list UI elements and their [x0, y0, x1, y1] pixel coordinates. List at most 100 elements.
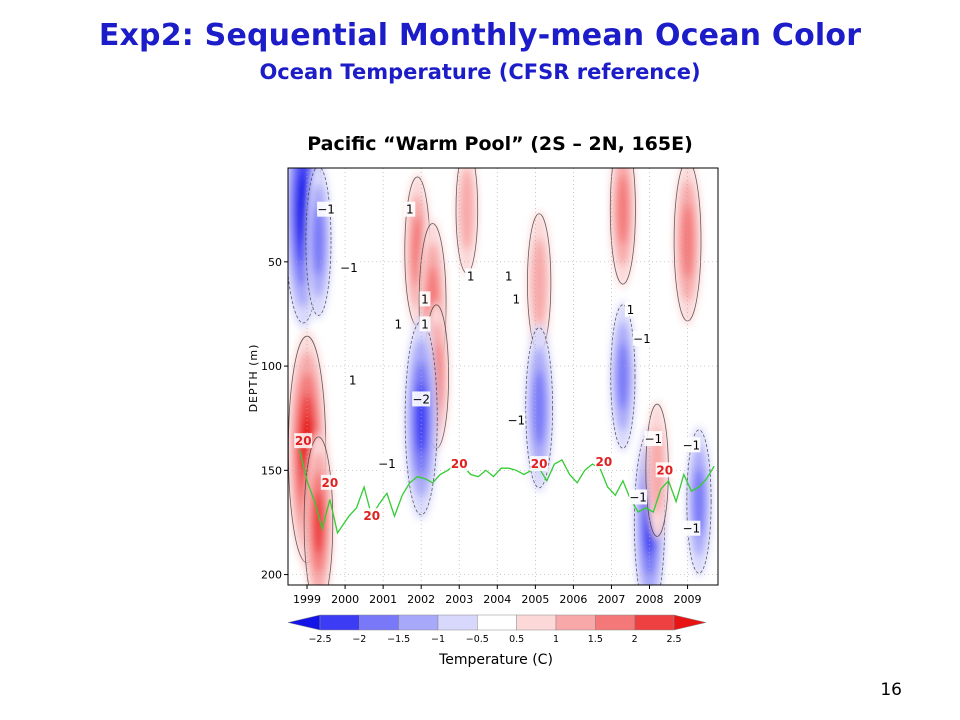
plot-border	[287, 167, 719, 586]
anomaly-band	[692, 468, 705, 536]
isotherm-label: 20	[295, 434, 312, 448]
colorbar-arrow-low	[287, 614, 321, 631]
y-tick-label: 150	[261, 464, 282, 477]
isotherm-label: 20	[656, 463, 673, 477]
contour-label: −1	[683, 438, 701, 452]
contour-label: 1	[349, 374, 357, 388]
contour-label-box	[507, 412, 526, 428]
colorbar-tick-label: 1.5	[588, 634, 603, 645]
x-tick-label: 2000	[331, 593, 359, 606]
colorbar-tick-label: 1	[553, 634, 559, 645]
anomaly-patch	[404, 316, 439, 520]
contour-label-box	[644, 431, 663, 447]
isotherm-label-box	[294, 433, 313, 449]
x-tick-label: 2007	[597, 593, 625, 606]
anomaly-patch	[305, 168, 332, 320]
contour-label: 1	[406, 203, 414, 217]
colorbar-box	[634, 614, 675, 631]
anomaly-band	[531, 238, 547, 328]
contour-label-box	[682, 437, 701, 453]
colorbar-box	[437, 614, 478, 631]
contour-label: −1	[378, 457, 396, 471]
colorbar: −2.5 −2 −1.5 −1 −0.5 0.5 1 1.5 2 2.5	[287, 614, 707, 645]
contour-label-box	[339, 260, 358, 276]
contour-label: −2	[412, 392, 430, 406]
anomaly-band	[616, 174, 629, 245]
colorbar-box	[359, 614, 399, 631]
isotherm-label-box	[594, 453, 613, 469]
colorbar-tick-label: −1	[431, 634, 445, 645]
contour-line	[686, 429, 712, 574]
contour-line	[525, 327, 553, 489]
contour-label-box	[682, 520, 701, 536]
contour-label-box	[419, 316, 431, 332]
anomaly-patch	[686, 426, 712, 578]
contour-line	[609, 168, 636, 285]
y-tick-label: 50	[268, 256, 282, 269]
contour-label: −1	[644, 432, 662, 446]
contour-label: 1	[421, 292, 429, 306]
contour-label-box	[392, 316, 404, 332]
contour-labels: −1 −1 1 1 1 1 1 1 1 1 −2 −1 −1 1 −1 −1 −1 −1 −1 20 20 20 20 20 2…	[294, 201, 701, 536]
slide-subtitle: Ocean Temperature (CFSR reference)	[259, 60, 701, 84]
y-tick-label: 100	[261, 360, 282, 373]
anomaly-band	[532, 370, 546, 446]
anomaly-patch	[455, 168, 479, 277]
isotherm-label: 20	[451, 457, 468, 471]
colorbar-tick-label: −2.5	[308, 634, 331, 645]
contour-label-box	[317, 201, 336, 217]
contour-label: 1	[395, 317, 403, 331]
contour-label: −1	[507, 413, 525, 427]
isotherm-label: 20	[322, 476, 339, 490]
anomaly-patch	[524, 323, 554, 493]
isotherm-label-box	[362, 508, 381, 524]
isotherm-label: 20	[363, 509, 380, 523]
contour-label: 1	[467, 269, 475, 283]
y-tick-label: 200	[261, 569, 282, 582]
contour-line	[303, 436, 334, 585]
chart-title: Pacific “Warm Pool” (2S – 2N, 165E)	[307, 133, 693, 155]
colorbar-tick-label: 2.5	[666, 634, 681, 645]
x-tick-label: 2004	[483, 593, 511, 606]
colorbar-box	[477, 614, 517, 631]
isotherm-label-box	[320, 474, 339, 490]
x-tick-label: 2009	[674, 593, 702, 606]
contour-label-box	[404, 201, 416, 217]
x-tick-label: 2003	[445, 593, 473, 606]
contour-label-box	[419, 291, 431, 307]
colorbar-label: Temperature (C)	[438, 652, 553, 668]
anomaly-band	[616, 342, 629, 411]
y-axis: 50 100 150 200	[261, 256, 288, 582]
colorbar-tick-label: −2	[352, 634, 366, 645]
x-tick-label: 2005	[521, 593, 549, 606]
colorbar-box	[595, 614, 635, 631]
contour-label-box	[629, 489, 648, 505]
isotherm-label-box	[655, 462, 674, 478]
anomaly-patch	[303, 432, 334, 585]
x-tick-label: 2002	[407, 593, 435, 606]
colorbar-box	[516, 614, 557, 631]
contour-line	[610, 304, 636, 449]
anomaly-patch	[610, 301, 636, 452]
colorbar-box	[319, 614, 360, 631]
y-axis-label: DEPTH (m)	[247, 344, 260, 413]
contour-label: 1	[421, 317, 429, 331]
anomaly-band	[312, 206, 325, 276]
colorbar-arrow-high	[673, 614, 707, 631]
contour-label: −1	[683, 522, 701, 536]
anomaly-band	[459, 168, 474, 251]
colorbar-tick-label: −1.5	[387, 634, 410, 645]
x-tick-label: 2001	[369, 593, 397, 606]
plot-frame	[287, 167, 719, 586]
contour-label: −1	[633, 332, 651, 346]
x-tick-label: 2008	[636, 593, 664, 606]
contour-label-box	[347, 372, 359, 388]
contour-label: 1	[627, 303, 635, 317]
contour-label: −1	[340, 261, 358, 275]
x-axis: 1999 2000 2001 2002 2003 2004 2005 2006 2007 2008…	[293, 585, 702, 606]
colorbar-tick-label: −0.5	[466, 634, 489, 645]
contour-label: 1	[505, 269, 513, 283]
x-tick-label: 2006	[559, 593, 587, 606]
grid-lines	[288, 168, 718, 585]
